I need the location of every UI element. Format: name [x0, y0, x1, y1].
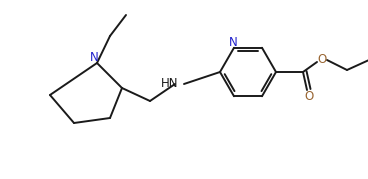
- Text: N: N: [90, 50, 98, 64]
- Text: N: N: [229, 36, 237, 49]
- Text: HN: HN: [161, 76, 179, 90]
- Text: O: O: [304, 90, 314, 103]
- Text: O: O: [317, 52, 327, 66]
